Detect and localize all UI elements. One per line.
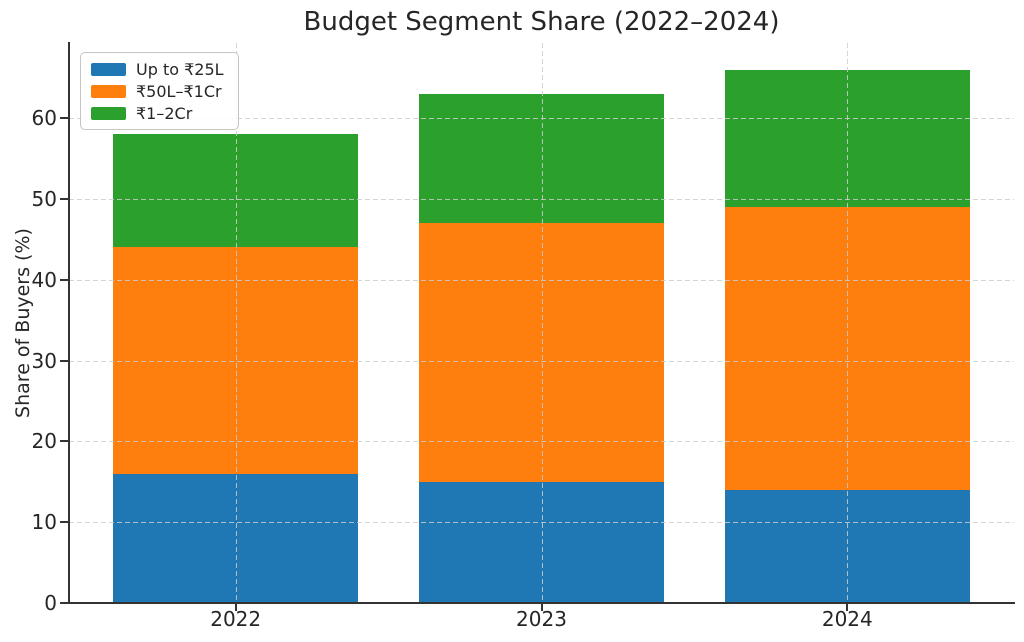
y-tick-mark xyxy=(60,197,68,200)
legend-item: ₹50L–₹1Cr xyxy=(91,80,224,102)
legend-swatch-icon xyxy=(91,62,126,76)
y-tick-label: 30 xyxy=(31,348,57,373)
x-tick-label: 2022 xyxy=(210,607,262,631)
v-gridline xyxy=(541,43,543,603)
y-tick-mark xyxy=(60,521,68,524)
x-tick-mark xyxy=(540,604,543,611)
y-tick-label: 10 xyxy=(31,510,57,535)
y-tick-mark xyxy=(60,278,68,281)
legend-label: Up to ₹25L xyxy=(136,59,224,79)
x-tick-mark xyxy=(234,604,237,611)
y-tick-mark xyxy=(60,359,68,362)
legend-swatch-icon xyxy=(91,106,126,120)
y-tick-label: 50 xyxy=(31,186,57,211)
y-axis-label: Share of Buyers (%) xyxy=(12,228,34,418)
legend-swatch-icon xyxy=(91,84,126,98)
y-tick-label: 40 xyxy=(31,267,57,292)
x-tick-mark xyxy=(846,604,849,611)
y-tick-label: 0 xyxy=(44,591,57,615)
y-axis-spine xyxy=(68,42,70,604)
legend-label: ₹1–2Cr xyxy=(136,103,193,123)
v-gridline xyxy=(235,43,237,603)
plot-area xyxy=(69,43,1014,603)
y-tick-label: 20 xyxy=(31,429,57,454)
legend: Up to ₹25L ₹50L–₹1Cr ₹1–2Cr xyxy=(80,52,239,130)
y-tick-label: 60 xyxy=(31,106,57,131)
bar-segment xyxy=(419,223,664,482)
y-tick-mark xyxy=(60,602,68,604)
y-tick-mark xyxy=(60,117,68,120)
x-tick-label: 2023 xyxy=(516,607,567,631)
y-tick-mark xyxy=(60,440,68,443)
bar-segment xyxy=(419,93,664,224)
bar-segment xyxy=(419,481,664,603)
x-axis-spine xyxy=(68,602,1015,604)
legend-label: ₹50L–₹1Cr xyxy=(136,81,222,101)
v-gridline xyxy=(847,43,849,603)
legend-item: Up to ₹25L xyxy=(91,58,224,80)
legend-item: ₹1–2Cr xyxy=(91,102,224,124)
x-tick-label: 2024 xyxy=(821,607,873,631)
chart-title: Budget Segment Share (2022–2024) xyxy=(303,7,780,37)
